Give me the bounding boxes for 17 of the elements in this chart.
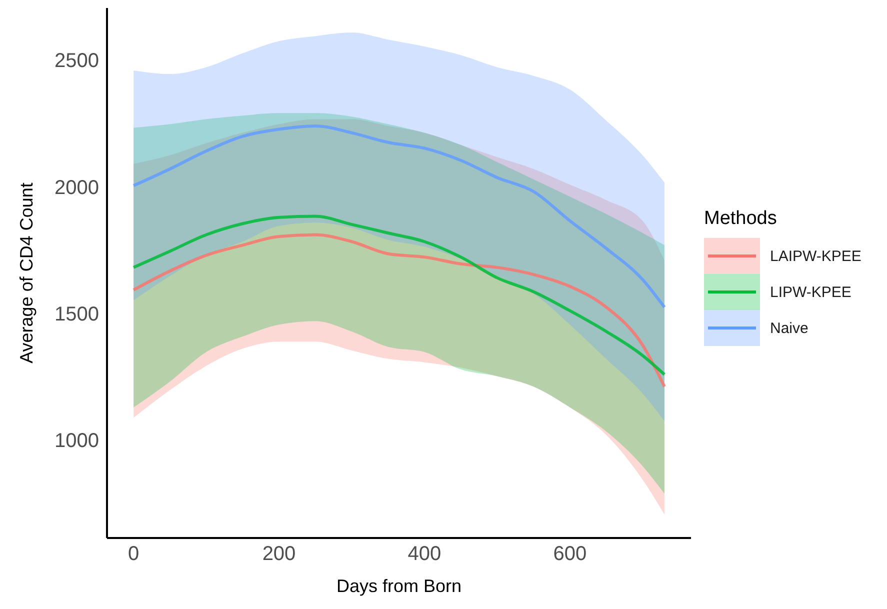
y-tick-label: 1500 [54,303,99,326]
y-tick-label: 2000 [54,176,99,199]
y-axis-title: Average of CD4 Count [16,182,36,364]
line-series [132,124,666,309]
x-tick-label: 400 [408,543,442,566]
x-axis-title: Days from Born [336,576,462,596]
y-tick-label: 1000 [54,430,99,452]
line-series [132,233,666,388]
legend-title: Methods [704,208,778,230]
y-tick-label: 2500 [54,50,99,72]
x-tick-label: 600 [553,543,587,566]
legend-label: LIPW-KPEE [770,284,852,300]
legend-label: LAIPW-KPEE [770,248,862,264]
legend-label: Naive [770,320,808,336]
x-tick-label: 200 [262,543,296,566]
line-series [132,214,666,376]
x-tick-label: 0 [128,543,140,566]
